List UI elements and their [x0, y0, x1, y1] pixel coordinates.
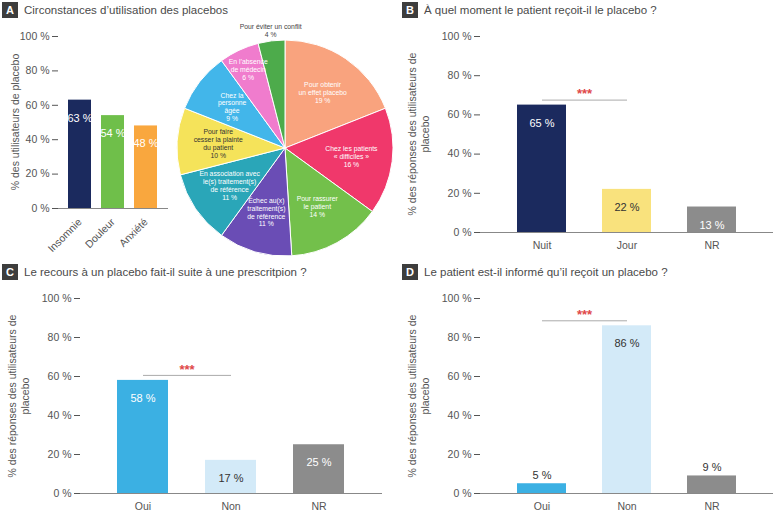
svg-text:40 %: 40 %	[48, 409, 72, 421]
html-text:À quel moment le patient reçoi: À quel moment le patient reçoit-il le pl…	[424, 4, 657, 16]
svg-text:NR: NR	[704, 500, 720, 512]
svg-text:Jour: Jour	[617, 239, 638, 251]
svg-text:En l’absencede médecin6 %: En l’absencede médecin6 %	[229, 58, 268, 81]
html-text:B: B	[406, 4, 414, 16]
html-text:Le recours à un placebo fait-i: Le recours à un placebo fait-il suite à …	[24, 266, 307, 278]
html-text:% des utilisateurs de placebo: % des utilisateurs de placebo	[7, 53, 20, 191]
svg-text:0 %: 0 %	[31, 202, 49, 214]
svg-text:80 %: 80 %	[448, 69, 472, 81]
svg-text:60 %: 60 %	[26, 99, 50, 111]
svg-text:13 %: 13 %	[699, 219, 724, 231]
svg-text:40 %: 40 %	[26, 133, 50, 145]
html-text:% des réponses des utilisateur: % des réponses des utilisateurs de place…	[405, 314, 430, 477]
svg-text:Pour éviter un conflit4 %: Pour éviter un conflit4 %	[240, 23, 302, 38]
svg-text:100 %: 100 %	[442, 292, 472, 304]
html-text:Le patient est-il informé qu’i: Le patient est-il informé qu’il reçoit u…	[424, 266, 668, 278]
svg-text:***: ***	[179, 362, 195, 377]
svg-text:NR: NR	[704, 239, 720, 251]
svg-text:***: ***	[577, 86, 593, 101]
svg-text:Pour obtenirun effet placebo19: Pour obtenirun effet placebo19 %	[299, 81, 347, 104]
svg-text:En association avecle(s) trait: En association avecle(s) traitement(s)de…	[199, 170, 260, 200]
svg-text:NR: NR	[311, 500, 327, 512]
svg-text:60 %: 60 %	[448, 370, 472, 382]
svg-text:Échec au(x)traitement(s)de réf: Échec au(x)traitement(s)de référence11 %	[247, 196, 285, 227]
svg-text:22 %: 22 %	[614, 201, 639, 213]
svg-text:Oui: Oui	[534, 500, 550, 512]
svg-text:80 %: 80 %	[48, 331, 72, 343]
svg-text:25 %: 25 %	[306, 456, 331, 468]
svg-text:Non: Non	[617, 500, 636, 512]
svg-text:100 %: 100 %	[442, 30, 472, 42]
svg-text:48 %: 48 %	[133, 137, 158, 149]
html-text:C: C	[6, 266, 14, 278]
svg-text:20 %: 20 %	[448, 187, 472, 199]
svg-text:0 %: 0 %	[53, 487, 71, 499]
svg-text:0 %: 0 %	[453, 226, 471, 238]
svg-text:63 %: 63 %	[67, 112, 92, 124]
svg-text:60 %: 60 %	[48, 370, 72, 382]
svg-text:Anxiété: Anxiété	[117, 216, 150, 249]
html-text:D: D	[406, 266, 414, 278]
svg-text:0 %: 0 %	[453, 487, 471, 499]
svg-text:***: ***	[577, 307, 593, 322]
svg-text:Nuit: Nuit	[533, 239, 552, 251]
html-text:Circonstances d’utilisation de: Circonstances d’utilisation des placebos	[24, 4, 228, 16]
svg-text:Insomnie: Insomnie	[45, 216, 84, 255]
svg-text:54 %: 54 %	[100, 127, 125, 139]
svg-text:100 %: 100 %	[42, 292, 72, 304]
svg-text:60 %: 60 %	[448, 108, 472, 120]
svg-text:40 %: 40 %	[448, 409, 472, 421]
svg-text:100 %: 100 %	[20, 30, 50, 42]
svg-text:Oui: Oui	[135, 500, 151, 512]
svg-text:Pour rassurerle patient14 %: Pour rassurerle patient14 %	[297, 195, 339, 218]
svg-text:40 %: 40 %	[448, 147, 472, 159]
svg-text:Douleur: Douleur	[82, 215, 117, 250]
svg-text:58 %: 58 %	[130, 392, 155, 404]
svg-text:80 %: 80 %	[26, 64, 50, 76]
html-text:A: A	[6, 4, 14, 16]
svg-text:86 %: 86 %	[614, 337, 639, 349]
svg-text:20 %: 20 %	[26, 167, 50, 179]
svg-text:Chez lapersonneâgée9 %: Chez lapersonneâgée9 %	[218, 92, 247, 122]
svg-text:20 %: 20 %	[48, 448, 72, 460]
svg-text:Pour fairecesser la plaintedu: Pour fairecesser la plaintedu patient10 …	[194, 128, 243, 158]
svg-text:65 %: 65 %	[529, 117, 554, 129]
svg-text:80 %: 80 %	[448, 331, 472, 343]
svg-text:Non: Non	[221, 500, 240, 512]
html-text:% des réponses des utilisateur: % des réponses des utilisateurs de place…	[405, 52, 430, 216]
html-text:% des réponses des utilisateur: % des réponses des utilisateurs de place…	[5, 314, 30, 477]
svg-text:20 %: 20 %	[448, 448, 472, 460]
svg-text:Chez les patients« difficiles: Chez les patients« difficiles »16 %	[325, 145, 378, 168]
svg-text:9 %: 9 %	[703, 461, 722, 473]
svg-text:17 %: 17 %	[218, 472, 243, 484]
svg-text:5 %: 5 %	[533, 469, 552, 481]
